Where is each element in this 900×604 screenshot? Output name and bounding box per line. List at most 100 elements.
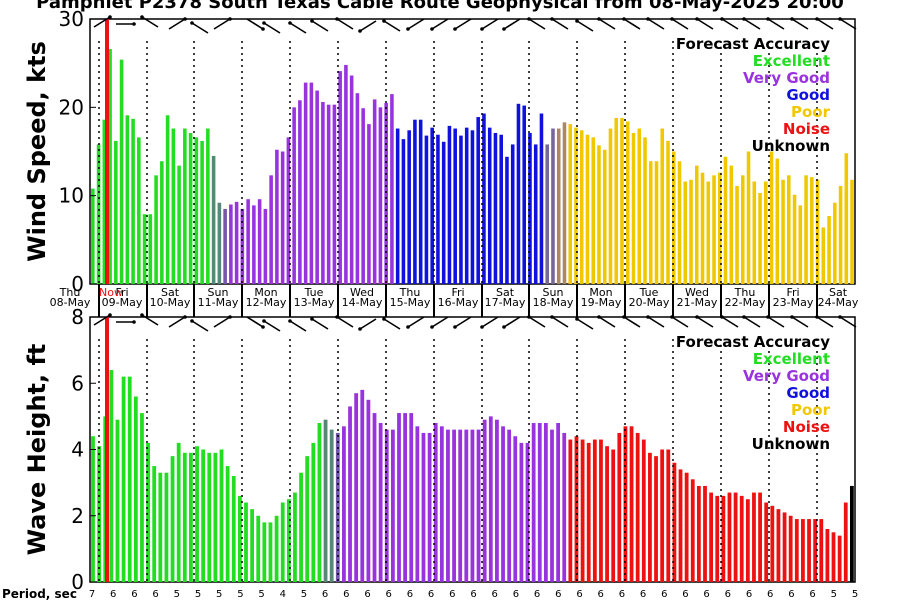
- bar: [115, 419, 120, 582]
- bar: [332, 104, 337, 285]
- direction-arrow: [816, 316, 834, 328]
- direction-arrow: [141, 16, 159, 28]
- bar: [102, 119, 107, 284]
- direction-arrow-head: [480, 325, 484, 329]
- direction-arrow-head: [502, 325, 506, 329]
- y-tick-label: 8: [71, 305, 84, 329]
- bar: [217, 202, 222, 284]
- bar: [152, 466, 157, 582]
- bar: [476, 429, 481, 583]
- direction-arrow: [623, 316, 641, 328]
- bar: [781, 179, 785, 284]
- bar: [244, 502, 248, 582]
- bar: [131, 118, 135, 284]
- day-date: 11-May: [198, 296, 239, 309]
- direction-arrow: [168, 18, 186, 30]
- day-date: 21-May: [677, 296, 718, 309]
- period-value: 6: [788, 589, 794, 600]
- bar: [321, 102, 325, 284]
- period-value: 6: [322, 589, 328, 600]
- direction-arrow-head: [261, 27, 265, 31]
- day-name: Sat: [161, 286, 180, 299]
- direction-arrow-head: [228, 315, 232, 319]
- y-tick-label: 4: [71, 438, 84, 462]
- direction-arrow: [623, 18, 641, 30]
- bar: [200, 140, 204, 284]
- bar: [280, 502, 285, 582]
- bar: [390, 94, 394, 284]
- direction-arrow: [551, 316, 569, 328]
- bar: [342, 426, 346, 582]
- direction-arrow-head: [575, 317, 579, 321]
- direction-arrow: [839, 316, 857, 328]
- bar: [213, 452, 218, 582]
- direction-arrow-head: [288, 319, 292, 323]
- bar: [219, 449, 224, 582]
- legend-title: Forecast Accuracy: [676, 35, 830, 53]
- y-tick-label: 10: [59, 184, 84, 208]
- chart-title: Pamphlet P2378 South Texas Cable Route G…: [36, 0, 844, 13]
- direction-arrow: [383, 318, 401, 330]
- direction-arrow-head: [430, 325, 434, 329]
- direction-arrow-head: [453, 325, 457, 329]
- bar: [769, 151, 774, 284]
- bar: [225, 466, 230, 582]
- bar: [709, 492, 714, 582]
- bar: [843, 502, 848, 582]
- period-value: 6: [131, 589, 137, 600]
- direction-arrow-head: [480, 27, 484, 31]
- bar: [758, 193, 762, 284]
- period-value: 6: [703, 589, 709, 600]
- bar: [696, 485, 701, 582]
- bar: [409, 413, 414, 582]
- period-value: 6: [661, 589, 667, 600]
- direction-arrow-head: [670, 17, 674, 21]
- bar: [183, 128, 187, 284]
- bar: [195, 446, 199, 582]
- bar: [507, 429, 512, 583]
- bar: [140, 413, 144, 582]
- direction-arrow: [551, 18, 569, 30]
- direction-arrow-head: [838, 17, 842, 21]
- bar: [671, 151, 676, 284]
- day-name: Wed: [685, 286, 709, 299]
- bar: [580, 439, 585, 582]
- day-date: 15-May: [390, 296, 431, 309]
- bar: [269, 175, 273, 284]
- bar: [501, 426, 505, 582]
- legend-entry: Unknown: [752, 435, 830, 453]
- bar: [739, 495, 744, 583]
- period-value: 6: [152, 589, 158, 600]
- direction-arrow: [93, 314, 111, 326]
- period-value: 6: [682, 589, 688, 600]
- bar: [654, 161, 659, 284]
- bar: [488, 416, 493, 583]
- direction-arrow: [743, 316, 761, 328]
- bar: [715, 495, 720, 583]
- bar: [533, 144, 538, 284]
- legend-entry: Excellent: [753, 52, 830, 70]
- bar: [154, 175, 158, 284]
- day-name: Sun: [543, 286, 564, 299]
- bar: [733, 492, 738, 582]
- period-label: Period, sec: [2, 587, 77, 600]
- bar: [815, 179, 820, 284]
- direction-arrow: [407, 316, 425, 328]
- direction-arrow: [598, 18, 616, 30]
- bar: [775, 158, 780, 284]
- bar: [717, 172, 722, 284]
- bar: [499, 134, 503, 284]
- bar: [838, 185, 843, 284]
- direction-arrow-head: [183, 315, 187, 319]
- bar: [574, 436, 579, 582]
- bar: [821, 227, 826, 284]
- bar: [562, 122, 567, 284]
- bar: [801, 519, 805, 582]
- day-name: Thu: [734, 286, 756, 299]
- now-line: [105, 19, 109, 284]
- bar: [91, 436, 95, 582]
- direction-arrow: [263, 320, 281, 332]
- bar: [648, 452, 652, 582]
- direction-arrow: [767, 18, 785, 30]
- y-tick-label: 0: [71, 570, 84, 594]
